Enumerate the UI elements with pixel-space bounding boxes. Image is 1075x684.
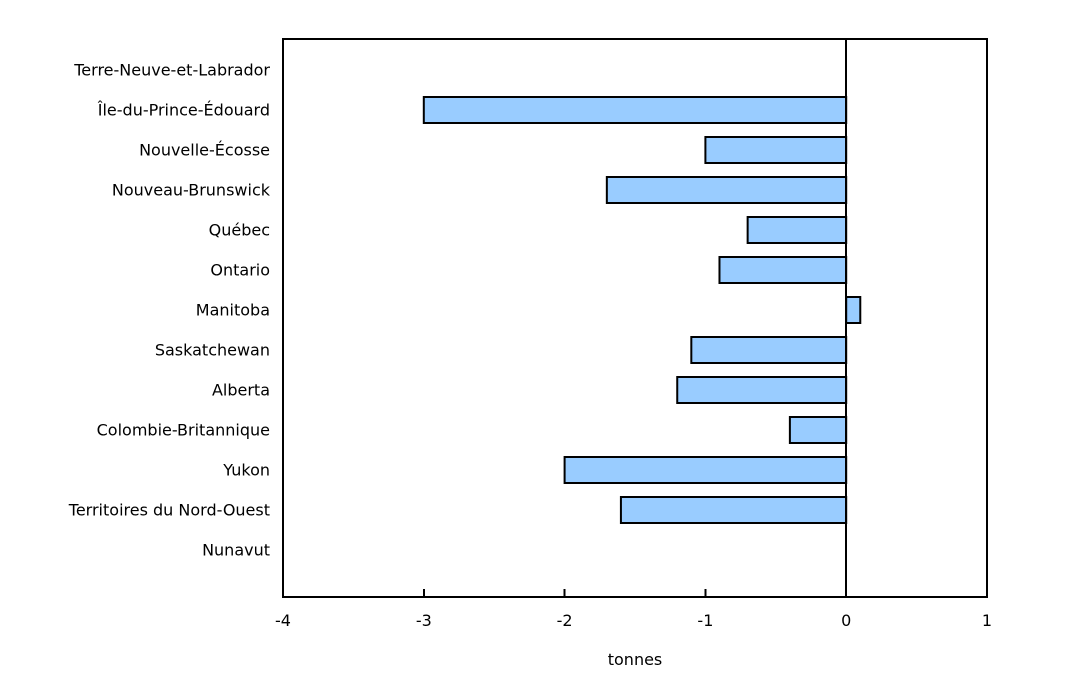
plot-border (282, 38, 988, 598)
bar-4 (746, 216, 848, 244)
bar-9 (788, 416, 848, 444)
category-label-8: Alberta (212, 381, 270, 400)
bar-7 (690, 336, 848, 364)
bar-1 (422, 96, 848, 124)
category-label-2: Nouvelle-Écosse (139, 141, 270, 160)
bar-8 (676, 376, 848, 404)
x-tick-label-5: 1 (982, 611, 992, 630)
category-label-6: Manitoba (196, 301, 270, 320)
category-label-5: Ontario (210, 261, 270, 280)
x-tick-label-2: -2 (557, 611, 573, 630)
category-label-7: Saskatchewan (155, 341, 270, 360)
category-label-11: Territoires du Nord-Ouest (68, 501, 270, 520)
bar-5 (718, 256, 848, 284)
x-axis-title: tonnes (608, 650, 663, 669)
bar-10 (563, 456, 848, 484)
x-tick-label-0: -4 (275, 611, 291, 630)
x-tick-label-4: 0 (841, 611, 851, 630)
category-label-1: Île-du-Prince-Édouard (97, 101, 270, 120)
category-label-4: Québec (209, 221, 270, 240)
bar-11 (619, 496, 848, 524)
category-label-12: Nunavut (202, 541, 270, 560)
bar-3 (605, 176, 848, 204)
category-label-10: Yukon (222, 461, 270, 480)
bar-2 (704, 136, 848, 164)
x-tick-label-1: -3 (416, 611, 432, 630)
category-label-9: Colombie-Britannique (97, 421, 270, 440)
bar-6 (845, 296, 862, 324)
category-label-3: Nouveau-Brunswick (112, 181, 271, 200)
category-label-0: Terre-Neuve-et-Labrador (73, 61, 270, 80)
x-tick-label-3: -1 (697, 611, 713, 630)
